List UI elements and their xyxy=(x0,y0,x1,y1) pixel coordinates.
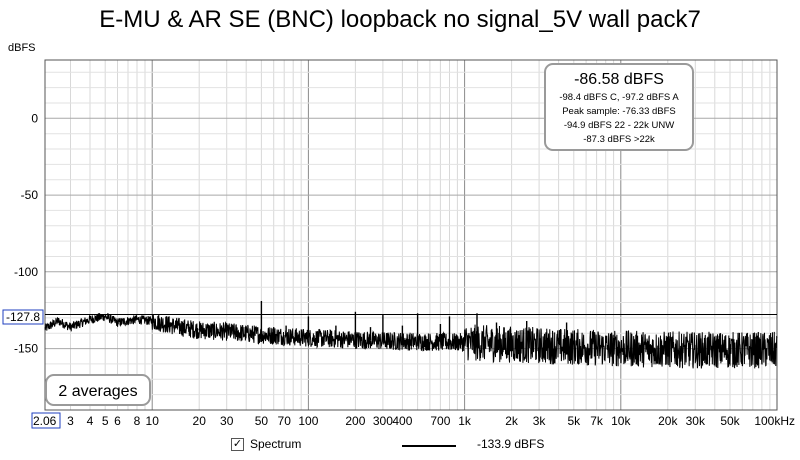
x-tick-label: 30 xyxy=(220,414,234,428)
chart-title: E-MU & AR SE (BNC) loopback no signal_5V… xyxy=(99,6,701,33)
stats-box: -86.58 dBFS -98.4 dBFS C, -97.2 dBFS A P… xyxy=(544,63,694,151)
x-tick-label: 10 xyxy=(146,414,160,428)
x-tick-label: 50k xyxy=(720,414,740,428)
y-axis-unit: dBFS xyxy=(8,42,36,54)
x-tick-label: 5k xyxy=(567,414,581,428)
x-tick-label: 6 xyxy=(114,414,121,428)
legend-value: -133.9 dBFS xyxy=(477,437,545,451)
averages-label: 2 averages xyxy=(58,383,137,400)
x-tick-label: 70 xyxy=(278,414,292,428)
x-tick-label: 300 xyxy=(373,414,393,428)
spectrum-checkbox-label[interactable]: Spectrum xyxy=(250,437,302,451)
legend-line-swatch xyxy=(402,445,456,447)
stats-line-4: -87.3 dBFS >22k xyxy=(583,134,655,145)
plot-frame xyxy=(44,59,778,411)
x-tick-label: 3k xyxy=(533,414,547,428)
x-tick-label: 20 xyxy=(193,414,207,428)
x-start-box xyxy=(31,412,61,429)
stats-line-1: -98.4 dBFS C, -97.2 dBFS A xyxy=(559,92,679,103)
x-tick-label: 30k xyxy=(686,414,706,428)
y-tick-label: -100 xyxy=(14,265,38,279)
averages-badge: 2 averages xyxy=(45,374,151,406)
x-tick-label: 4 xyxy=(87,414,94,428)
stats-box-frame xyxy=(544,63,694,151)
x-tick-label: 200 xyxy=(345,414,365,428)
y-tick-label: -150 xyxy=(14,342,38,356)
x-tick-label: 10k xyxy=(611,414,631,428)
x-tick-label: 2.06 xyxy=(33,414,57,428)
cursor-readout-box xyxy=(2,309,44,325)
x-tick-label: 100kHz xyxy=(754,414,795,428)
x-tick-label: 2k xyxy=(505,414,519,428)
x-tick-label: 400 xyxy=(392,414,412,428)
spectrum-chart[interactable]: 0 -50 -100 -150 2.06 3 4 5 6 8 10 20 30 50 70 100 200 30… xyxy=(0,0,800,430)
spectrum-spikes xyxy=(178,301,568,347)
x-tick-label: 20k xyxy=(658,414,678,428)
cursor-readout[interactable]: -127.8 xyxy=(2,309,44,325)
cursor-readout-value: -127.8 xyxy=(6,310,40,324)
y-tick-label: 0 xyxy=(31,111,38,125)
stats-line-2: Peak sample: -76.33 dBFS xyxy=(562,106,676,117)
stats-line-3: -94.9 dBFS 22 - 22k UNW xyxy=(564,120,674,131)
y-axis-ticks: 0 -50 -100 -150 xyxy=(14,111,38,355)
spectrum-checkbox[interactable]: ✓ xyxy=(231,438,244,451)
y-tick-label: -50 xyxy=(21,188,39,202)
stats-headline: -86.58 dBFS xyxy=(574,71,664,88)
x-axis-ticks: 2.06 3 4 5 6 8 10 20 30 50 70 100 200 300 400 700 1k 2k 3k… xyxy=(31,412,795,429)
x-tick-label: 100 xyxy=(298,414,318,428)
x-tick-label: 3 xyxy=(67,414,74,428)
x-tick-label: 1k xyxy=(458,414,472,428)
x-tick-label: 700 xyxy=(430,414,450,428)
x-tick-label: 8 xyxy=(134,414,141,428)
x-tick-label: 50 xyxy=(255,414,269,428)
checkmark-icon: ✓ xyxy=(232,438,243,450)
x-tick-label: 7k xyxy=(590,414,604,428)
averages-badge-frame xyxy=(45,374,151,406)
spectrum-trace xyxy=(44,312,778,369)
x-tick-label: 5 xyxy=(102,414,109,428)
